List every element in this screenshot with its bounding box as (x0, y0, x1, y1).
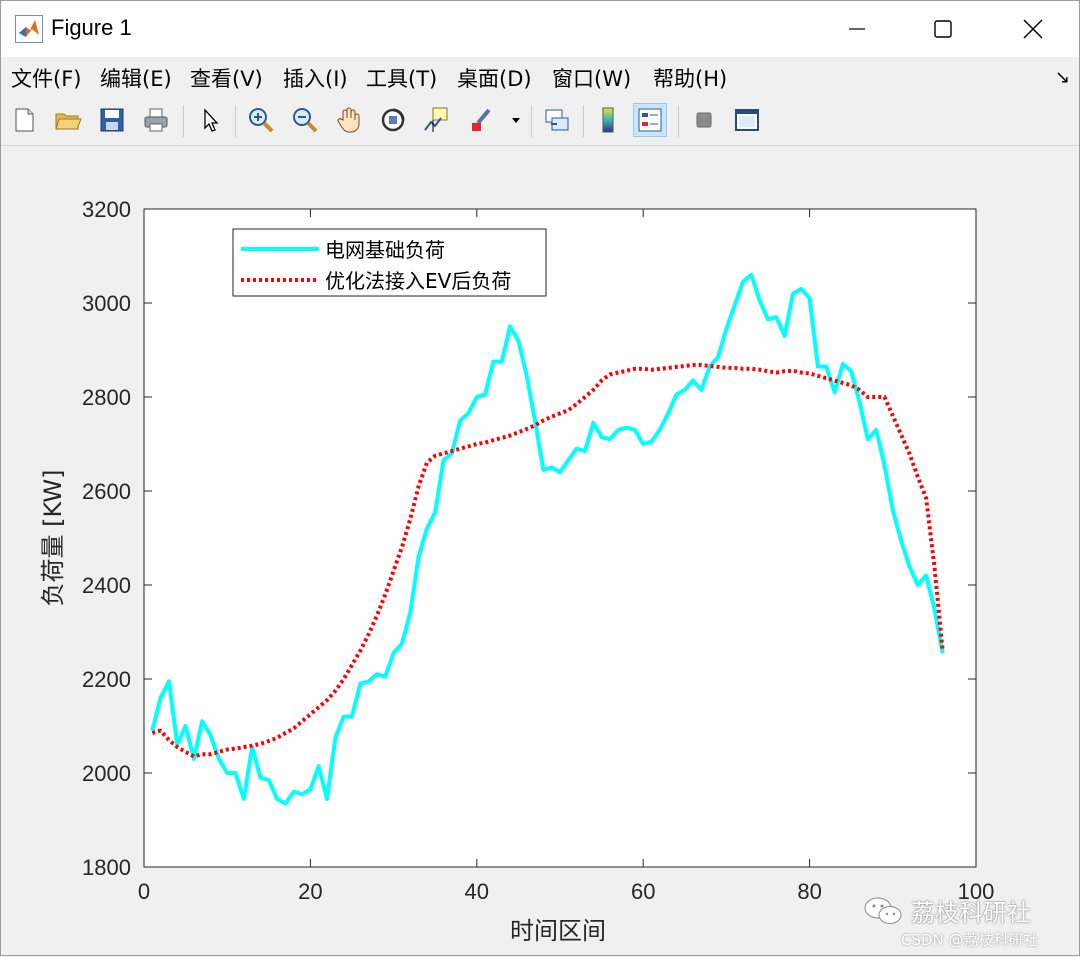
toolbar-separator (583, 105, 584, 137)
colorbar-icon (602, 107, 614, 133)
data-cursor-icon (424, 107, 448, 132)
show-plot-tools-icon (735, 109, 759, 131)
watermark-text: 荔枝科研社 (911, 899, 1031, 927)
menu-tools[interactable]: 工具(T) (366, 67, 438, 91)
pan-hand-icon (337, 107, 360, 133)
y-tick-label: 2600 (82, 479, 131, 504)
edit-plot-button[interactable] (193, 103, 227, 137)
rotate-3d-button[interactable] (376, 103, 410, 137)
open-file-icon (55, 113, 82, 130)
link-plot-icon (545, 109, 569, 131)
toolbar-separator (183, 105, 184, 137)
y-tick-label: 3000 (82, 291, 131, 316)
hide-plot-tools-icon (696, 112, 712, 128)
dock-figure-icon[interactable]: ↘ (1055, 67, 1071, 88)
y-tick-label: 2400 (82, 573, 131, 598)
minimize-button[interactable] (827, 9, 887, 49)
x-tick-label: 60 (631, 879, 655, 904)
zoom-out-button[interactable] (288, 103, 322, 137)
chevron-down-icon (512, 118, 520, 123)
pan-button[interactable] (332, 103, 366, 137)
new-figure-icon (15, 108, 34, 132)
x-tick-label: 20 (298, 879, 322, 904)
y-tick-label: 2200 (82, 667, 131, 692)
maximize-icon (934, 20, 952, 38)
toolbar-separator (235, 105, 236, 137)
zoom-out-icon (293, 108, 318, 133)
y-tick-label: 2800 (82, 385, 131, 410)
insert-legend-button[interactable] (633, 103, 667, 137)
menu-bar: 文件(F) 编辑(E) 查看(V) 插入(I) 工具(T) 桌面(D) 窗口(W… (1, 57, 1079, 97)
y-tick-label: 2000 (82, 761, 131, 786)
legend-icon (638, 108, 662, 132)
close-button[interactable] (1003, 9, 1063, 49)
menu-help[interactable]: 帮助(H) (653, 67, 728, 91)
menu-insert[interactable]: 插入(I) (283, 67, 348, 91)
toolbar-separator (678, 105, 679, 137)
new-figure-button[interactable] (7, 103, 41, 137)
legend[interactable]: 电网基础负荷 优化法接入EV后负荷 (232, 228, 547, 297)
minimize-icon (849, 28, 865, 30)
link-plot-button[interactable] (540, 103, 574, 137)
legend-label-ev-load: 优化法接入EV后负荷 (325, 269, 511, 293)
insert-colorbar-button[interactable] (591, 103, 625, 137)
menu-file[interactable]: 文件(F) (11, 67, 82, 91)
x-tick-label: 100 (958, 879, 995, 904)
x-tick-label: 40 (465, 879, 489, 904)
axes-box (143, 208, 977, 868)
y-tick-label: 1800 (82, 855, 131, 880)
maximize-button[interactable] (913, 9, 973, 49)
brush-icon (472, 108, 491, 131)
save-icon (100, 108, 124, 132)
watermark: 荔枝科研社 (863, 893, 1063, 929)
legend-box (232, 228, 547, 297)
zoom-in-button[interactable] (244, 103, 278, 137)
open-file-button[interactable] (51, 103, 85, 137)
rotate-3d-icon (381, 108, 405, 132)
y-axis-label: 负荷量 [KW] (39, 470, 67, 607)
close-icon (1023, 19, 1043, 39)
x-tick-label: 80 (797, 879, 821, 904)
zoom-in-icon (249, 108, 274, 133)
figure-toolbar (1, 97, 1079, 146)
x-axis-label: 时间区间 (510, 917, 606, 945)
matlab-logo-icon (15, 15, 43, 43)
print-icon (144, 108, 168, 132)
wechat-logo-icon (864, 897, 902, 924)
menu-desktop[interactable]: 桌面(D) (457, 67, 532, 91)
toolbar-separator (531, 105, 532, 137)
series-line-ev-load[interactable] (151, 363, 945, 759)
legend-label-base-load: 电网基础负荷 (325, 238, 445, 262)
title-bar: Figure 1 (1, 1, 1079, 57)
menu-window[interactable]: 窗口(W) (552, 67, 632, 91)
brush-button[interactable] (464, 103, 498, 137)
csdn-credit: CSDN @荔枝科研社 (901, 931, 1039, 949)
tick-layer: 0 20 40 60 80 100 1800 2000 2200 2400 2600 2800 3000… (82, 197, 994, 904)
series-layer (150, 272, 945, 806)
data-cursor-button[interactable] (420, 103, 454, 137)
y-tick-label: 3200 (82, 197, 131, 222)
axes-background[interactable] (144, 209, 976, 867)
hide-plot-tools-button[interactable] (687, 103, 721, 137)
x-tick-label: 0 (138, 879, 150, 904)
show-plot-tools-button[interactable] (730, 103, 764, 137)
series-line-base-load[interactable] (150, 272, 945, 806)
menu-edit[interactable]: 编辑(E) (100, 67, 172, 91)
brush-dropdown-button[interactable] (506, 103, 526, 137)
save-button[interactable] (95, 103, 129, 137)
print-button[interactable] (139, 103, 173, 137)
select-arrow-icon (204, 108, 219, 132)
menu-view[interactable]: 查看(V) (190, 67, 263, 91)
window-title: Figure 1 (51, 15, 132, 40)
